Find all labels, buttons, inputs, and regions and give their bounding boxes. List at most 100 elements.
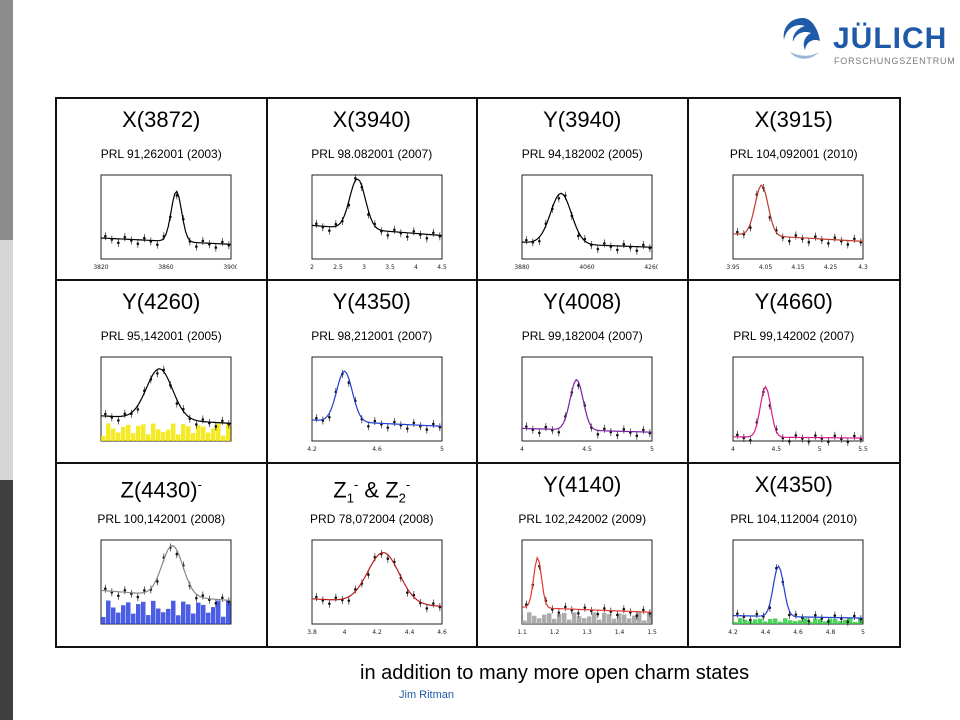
data-point — [748, 226, 752, 229]
plot-frame — [521, 174, 653, 260]
data-point — [596, 247, 600, 251]
state-title: Y(3940) — [543, 107, 622, 132]
mini-plot: 1.1 1.2 1.3 1.4 1.5 — [517, 539, 657, 636]
tick-label: 5 — [440, 446, 444, 453]
data-point — [221, 419, 224, 423]
data-point — [104, 413, 107, 416]
state-reference: PRL 91,262001 (2003) — [100, 147, 222, 161]
histogram-bar — [557, 613, 562, 624]
state-reference: PRL 100,142001 (2008) — [97, 511, 226, 526]
histogram-bar — [136, 603, 141, 624]
state-cell: X(3940) PRL 98.082001 (2007) 2 2.5 3 3.5 4 4.5 — [267, 99, 478, 282]
data-point — [846, 620, 849, 623]
data-point — [616, 248, 619, 252]
data-point — [412, 421, 415, 425]
histogram-bar — [807, 621, 812, 624]
data-point — [642, 608, 645, 611]
histogram-bar — [522, 620, 527, 624]
fit-curve — [732, 564, 863, 619]
data-point — [635, 614, 639, 617]
state-title: Z1- & Z2- — [333, 476, 411, 506]
data-point — [603, 242, 606, 245]
state-cell: Z(4430)- PRL 100,142001 (2008) — [57, 463, 268, 646]
state-cell: Y(4660) PRL 99,142002 (2007) 4 4.5 5 5.5 — [688, 281, 899, 464]
data-point — [405, 235, 409, 239]
data-point — [123, 588, 127, 592]
data-point — [412, 229, 415, 233]
data-point — [366, 425, 370, 428]
data-point — [833, 434, 836, 438]
data-point — [787, 239, 791, 243]
histogram-bar — [151, 423, 156, 442]
data-point — [735, 433, 739, 437]
mini-plot: 4 4.5 5 5.5 — [731, 356, 867, 453]
data-point — [557, 610, 561, 614]
histogram-bar — [186, 426, 191, 442]
data-point — [846, 243, 849, 246]
state-cell: X(4350) PRL 104,112004 (2010) 4.2 4.4 4.6 4.8… — [689, 464, 900, 646]
histogram-bar — [111, 428, 116, 442]
data-point — [156, 372, 159, 375]
data-point — [622, 428, 626, 431]
data-point — [557, 197, 561, 200]
histogram-bar — [126, 602, 131, 624]
histogram-bar — [562, 612, 567, 624]
histogram-bar — [121, 427, 126, 442]
data-point — [425, 606, 428, 610]
tick-label: 4.2 — [372, 629, 382, 636]
data-point — [794, 234, 797, 237]
histogram-bar — [116, 612, 121, 624]
histogram-bar — [211, 606, 216, 624]
tick-label: 4 — [731, 446, 735, 453]
histogram-bar — [642, 620, 647, 624]
data-point — [386, 426, 389, 430]
state-title: X(3872) — [122, 107, 201, 132]
histogram-bar — [777, 621, 782, 624]
histogram-bar — [186, 604, 191, 624]
tick-label: 4.6 — [372, 446, 382, 453]
data-point — [156, 579, 159, 583]
mini-plot: 4.2 4.6 5 — [307, 356, 444, 453]
histogram-bar — [161, 611, 166, 624]
logo-wordmark: JÜLICH — [833, 22, 948, 55]
histogram-bar — [587, 616, 592, 624]
histogram-bar — [156, 429, 161, 442]
fit-curve — [732, 184, 863, 242]
data-point — [826, 619, 830, 623]
data-point — [201, 418, 205, 422]
data-point — [392, 421, 396, 424]
data-point — [787, 613, 791, 616]
tick-label: 1.3 — [582, 629, 592, 636]
data-point — [117, 594, 120, 597]
tick-label: 3.8 — [307, 629, 317, 636]
histogram-bar — [206, 612, 211, 624]
fit-curve — [521, 379, 653, 434]
fit-curve — [521, 555, 653, 613]
histogram-bar — [767, 618, 772, 624]
tick-label: 4.4 — [404, 629, 414, 636]
data-point — [642, 428, 645, 432]
data-point — [807, 240, 810, 244]
histogram-bar — [572, 612, 577, 624]
data-point — [347, 599, 350, 602]
plot-frame — [521, 356, 653, 442]
data-point — [538, 239, 541, 243]
data-point — [538, 431, 541, 435]
tick-label: 4.6 — [437, 629, 447, 636]
data-point — [214, 601, 218, 605]
fit-curve — [732, 385, 863, 439]
data-point — [431, 601, 435, 605]
data-point — [557, 431, 561, 434]
histogram-bar — [221, 435, 226, 442]
sidebar-segment-bottom — [0, 480, 13, 720]
state-title: X(3915) — [754, 107, 833, 132]
data-point — [143, 588, 146, 592]
plot-frame — [732, 356, 863, 442]
histogram-bar — [216, 423, 221, 442]
state-reference: PRD 78,072004 (2008) — [310, 511, 434, 526]
data-point — [314, 417, 318, 420]
tick-label: 4.8 — [825, 629, 835, 636]
histogram-bar — [176, 614, 181, 624]
data-point — [616, 613, 619, 616]
data-point — [327, 416, 331, 419]
